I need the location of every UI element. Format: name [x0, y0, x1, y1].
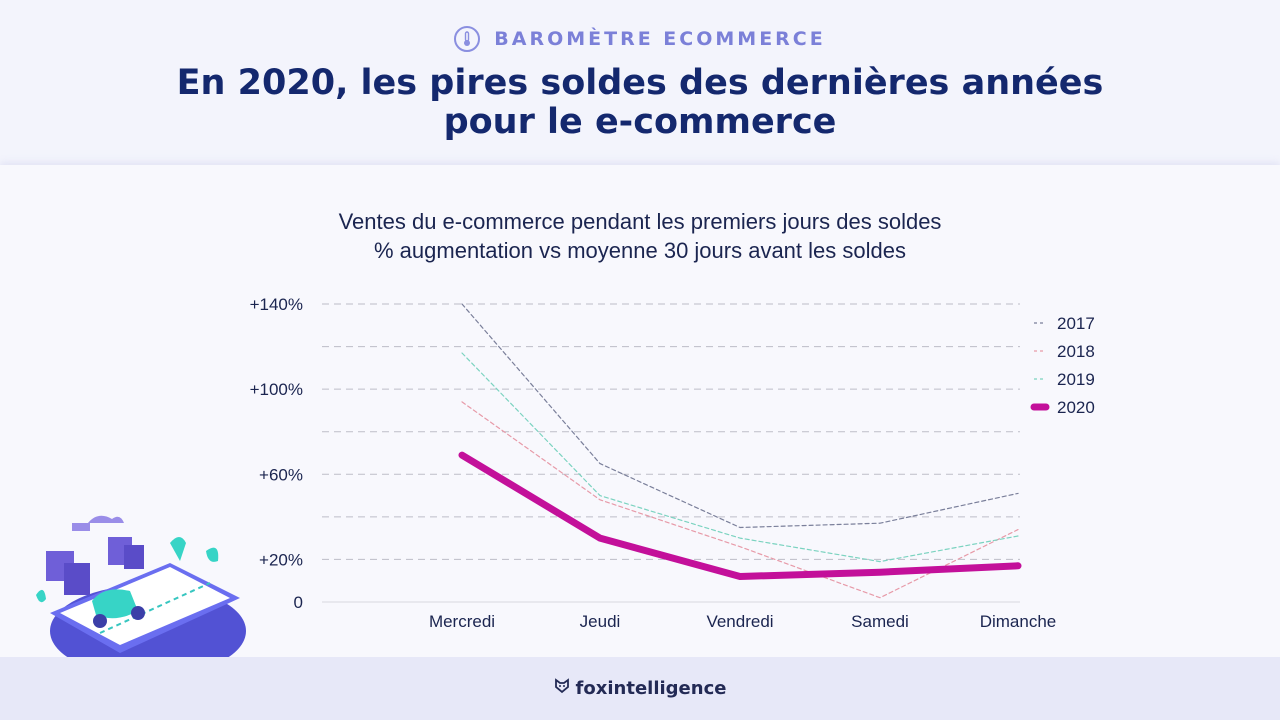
series-line-2019: [461, 352, 1019, 563]
series-lines: [458, 303, 1022, 599]
kicker-text: BAROMÈTRE ECOMMERCE: [494, 28, 826, 50]
chart-title-block: Ventes du e-commerce pendant les premier…: [0, 207, 1280, 265]
y-tick-label: 0: [294, 593, 303, 612]
chart-title: Ventes du e-commerce pendant les premier…: [338, 209, 942, 234]
x-axis: Mercredi Jeudi Vendredi Samedi Dimanche: [429, 612, 1056, 631]
legend-label-2018: 2018: [1057, 342, 1095, 361]
footer-brand: foxintelligence: [575, 678, 727, 699]
fox-logo-icon: [554, 678, 570, 699]
x-tick-label: Mercredi: [429, 612, 495, 631]
y-tick-label: +20%: [259, 550, 303, 569]
series-line-2018: [461, 401, 1019, 599]
legend: 2017 2018 2019 2020: [1030, 314, 1095, 417]
delivery-illustration: [36, 515, 246, 673]
footer: foxintelligence: [0, 657, 1280, 720]
y-axis: 0 +20% +60% +100% +140%: [250, 295, 303, 612]
thermometer-icon: [454, 26, 481, 52]
legend-label-2020: 2020: [1057, 398, 1095, 417]
kicker: BAROMÈTRE ECOMMERCE: [0, 26, 1280, 52]
y-tick-label: +100%: [250, 380, 303, 399]
legend-label-2017: 2017: [1057, 314, 1095, 333]
header: BAROMÈTRE ECOMMERCE En 2020, les pires s…: [0, 0, 1280, 165]
x-tick-label: Vendredi: [706, 612, 773, 631]
x-tick-label: Samedi: [851, 612, 909, 631]
title-line-2: pour le e-commerce: [443, 102, 837, 142]
page-title: En 2020, les pires soldes des dernières …: [0, 64, 1280, 142]
legend-label-2019: 2019: [1057, 370, 1095, 389]
line-chart: 0 +20% +60% +100% +140% Mercredi Jeudi Vendred…: [250, 295, 1095, 631]
title-line-1: En 2020, les pires soldes des dernières …: [176, 63, 1104, 103]
series-line-2017: [461, 303, 1019, 529]
x-tick-label: Dimanche: [980, 612, 1057, 631]
y-tick-label: +60%: [259, 465, 303, 484]
series-line-2020: [458, 451, 1022, 580]
chart-panel: Ventes du e-commerce pendant les premier…: [0, 165, 1280, 673]
y-tick-label: +140%: [250, 295, 303, 314]
x-tick-label: Jeudi: [580, 612, 621, 631]
chart-subtitle: % augmentation vs moyenne 30 jours avant…: [374, 238, 906, 263]
